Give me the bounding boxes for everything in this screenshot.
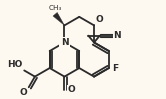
Text: F: F — [112, 64, 118, 73]
Text: HO: HO — [7, 60, 22, 69]
Text: O: O — [95, 15, 103, 24]
Text: N: N — [114, 31, 121, 40]
Text: CH₃: CH₃ — [48, 5, 62, 11]
Polygon shape — [53, 12, 64, 25]
Text: N: N — [61, 38, 68, 47]
Text: O: O — [19, 88, 27, 97]
Text: O: O — [68, 85, 76, 94]
